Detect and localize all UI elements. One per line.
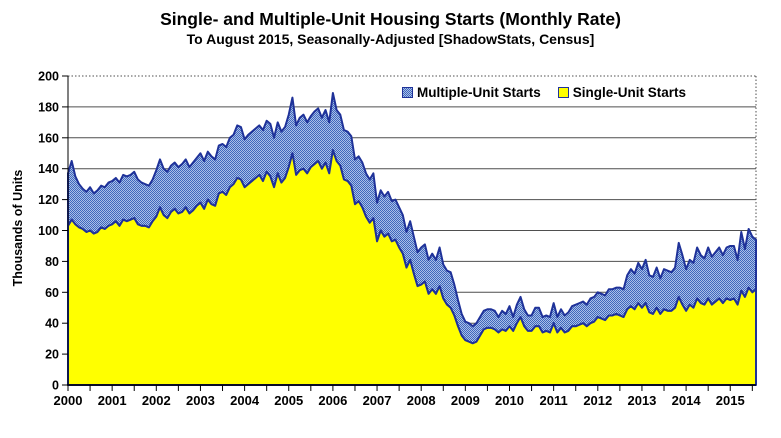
single-unit-swatch-icon bbox=[557, 87, 569, 98]
x-tick-label: 2010 bbox=[495, 393, 524, 408]
x-tick-label: 2006 bbox=[318, 393, 347, 408]
y-tick-label: 60 bbox=[45, 286, 59, 300]
x-tick-label: 2008 bbox=[407, 393, 436, 408]
x-tick-label: 2000 bbox=[54, 393, 83, 408]
x-tick-label: 2012 bbox=[583, 393, 612, 408]
single-unit-area bbox=[67, 149, 757, 386]
chart-title: Single- and Multiple-Unit Housing Starts… bbox=[160, 9, 621, 29]
x-tick-label: 2011 bbox=[540, 393, 568, 408]
x-tick-label: 2002 bbox=[142, 393, 171, 408]
x-tick-label: 2001 bbox=[98, 393, 127, 408]
y-tick-label: 140 bbox=[38, 162, 59, 176]
x-tick-label: 2009 bbox=[451, 393, 480, 408]
y-tick-label: 0 bbox=[52, 379, 59, 393]
x-tick-label: 2005 bbox=[274, 393, 303, 408]
x-tick-label: 2007 bbox=[363, 393, 392, 408]
y-tick-label: 80 bbox=[45, 255, 59, 269]
chart-subtitle: To August 2015, Seasonally-Adjusted [Sha… bbox=[186, 31, 595, 47]
y-tick-label: 180 bbox=[38, 100, 59, 114]
x-tick-label: 2004 bbox=[230, 393, 260, 408]
multiple-unit-swatch-icon bbox=[402, 87, 413, 98]
y-tick-label: 120 bbox=[38, 193, 59, 207]
x-tick-label: 2015 bbox=[716, 393, 745, 408]
y-tick-label: 40 bbox=[45, 317, 59, 331]
y-tick-label: 200 bbox=[38, 70, 59, 84]
y-tick-label: 160 bbox=[38, 131, 59, 145]
legend: Multiple-Unit Starts Single-Unit Starts bbox=[402, 85, 686, 100]
legend-label-multiple-unit: Multiple-Unit Starts bbox=[417, 85, 541, 100]
legend-label-single-unit: Single-Unit Starts bbox=[572, 85, 687, 100]
legend-item-single-unit: Single-Unit Starts bbox=[557, 85, 687, 100]
y-tick-label: 20 bbox=[45, 348, 59, 362]
x-tick-label: 2013 bbox=[627, 393, 656, 408]
x-tick-label: 2003 bbox=[186, 393, 215, 408]
y-tick-label: 100 bbox=[38, 224, 59, 238]
x-tick-label: 2014 bbox=[672, 393, 702, 408]
legend-item-multiple-unit: Multiple-Unit Starts bbox=[402, 85, 541, 100]
